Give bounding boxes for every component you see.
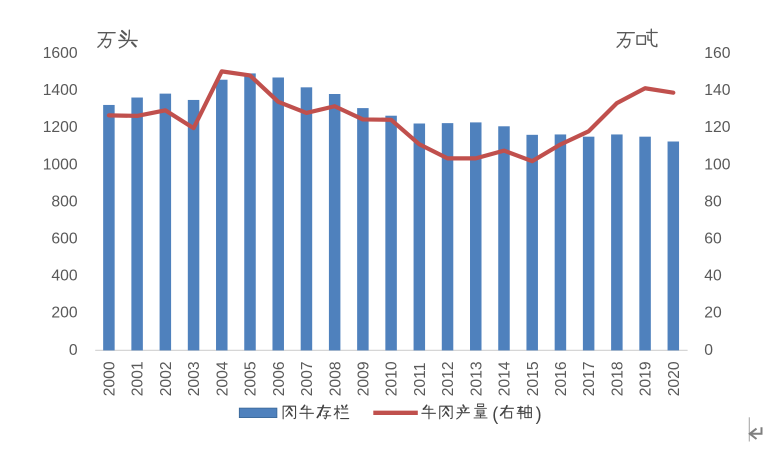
svg-text:600: 600 [51,231,77,248]
svg-text:1200: 1200 [43,119,78,136]
svg-text:2013: 2013 [468,361,485,396]
svg-text:200: 200 [51,305,77,322]
svg-text:): ) [536,404,542,424]
svg-text:160: 160 [704,45,730,62]
svg-text:2015: 2015 [525,361,542,396]
svg-text:1000: 1000 [43,156,78,173]
svg-text:2019: 2019 [638,361,655,396]
svg-text:2004: 2004 [214,361,231,396]
svg-text:2009: 2009 [355,361,372,396]
svg-text:2010: 2010 [384,361,401,396]
svg-text:2008: 2008 [327,361,344,396]
svg-text:60: 60 [704,231,722,248]
svg-text:1600: 1600 [43,45,78,62]
svg-text:2020: 2020 [666,361,683,396]
svg-text:2003: 2003 [186,361,203,396]
svg-text:2018: 2018 [609,361,626,396]
svg-text:2012: 2012 [440,361,457,396]
svg-text:2006: 2006 [271,361,288,396]
svg-text:100: 100 [704,156,730,173]
svg-text:0: 0 [704,342,713,359]
svg-text:2011: 2011 [412,363,429,397]
svg-text:2001: 2001 [130,361,147,396]
svg-text:0: 0 [69,342,78,359]
svg-text:2005: 2005 [243,361,260,396]
svg-text:120: 120 [704,119,730,136]
svg-text:2007: 2007 [299,361,316,396]
svg-text:(: ( [492,404,498,424]
svg-text:20: 20 [704,305,722,322]
svg-text:2002: 2002 [158,361,175,396]
svg-text:2016: 2016 [553,361,570,396]
svg-text:2017: 2017 [581,361,598,396]
svg-text:2000: 2000 [102,361,119,396]
svg-text:80: 80 [704,193,722,210]
svg-text:800: 800 [51,193,77,210]
svg-text:400: 400 [51,268,77,285]
svg-text:2014: 2014 [497,361,514,396]
svg-text:140: 140 [704,82,730,99]
svg-text:40: 40 [704,268,722,285]
svg-text:1400: 1400 [43,82,78,99]
